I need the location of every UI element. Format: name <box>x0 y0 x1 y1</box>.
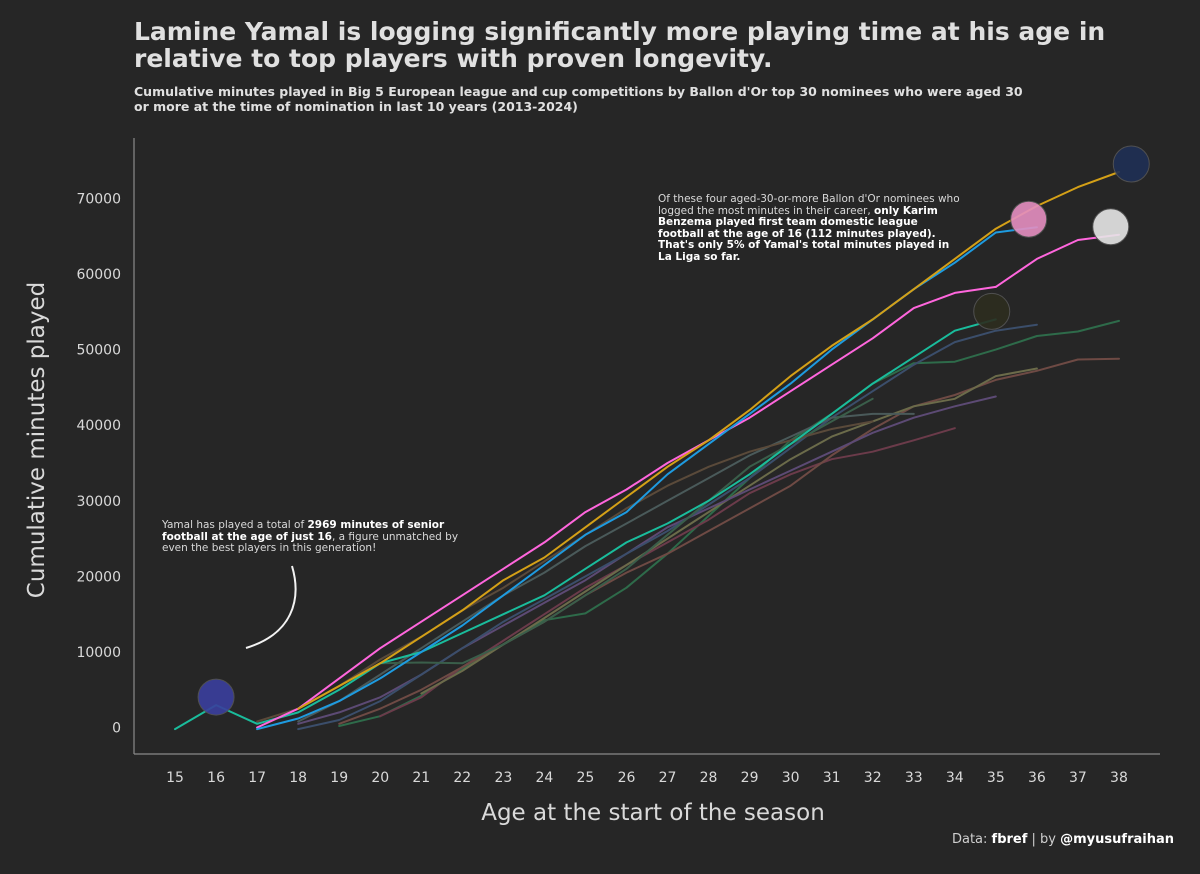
x-tick-label: 28 <box>700 770 718 786</box>
x-tick-label: 21 <box>412 770 430 786</box>
x-tick-label: 38 <box>1110 770 1128 786</box>
x-tick-label: 34 <box>946 770 964 786</box>
caption-source: fbref <box>991 832 1028 847</box>
x-tick-label: 26 <box>618 770 636 786</box>
chart-title: Lamine Yamal is logging significantly mo… <box>134 17 1106 73</box>
data-caption: Data: fbref | by @myusufraihan <box>952 832 1174 847</box>
benzema-annotation-bold: only Karim Benzema played first team dom… <box>658 204 950 263</box>
x-axis-label: Age at the start of the season <box>481 800 825 826</box>
x-tick-label: 18 <box>289 770 307 786</box>
yamal-player-marker <box>197 678 235 716</box>
series-line-2 <box>338 357 1120 725</box>
series-line-6 <box>297 412 915 723</box>
x-tick-label: 22 <box>453 770 471 786</box>
x-tick-label: 25 <box>577 770 595 786</box>
benzema-player-marker <box>973 292 1011 330</box>
yamal-annotation-pre: Yamal has played a total of <box>162 519 308 531</box>
x-tick-label: 30 <box>782 770 800 786</box>
y-tick-label: 0 <box>112 721 121 737</box>
yamal-annotation-bold: 2969 minutes of senior football at the a… <box>162 519 445 543</box>
x-tick-label: 29 <box>741 770 759 786</box>
x-tick-label: 35 <box>987 770 1005 786</box>
series-line-8 <box>256 420 874 723</box>
benzema-annotation: Of these four aged-30-or-more Ballon d'O… <box>658 193 960 263</box>
ronaldo-player-marker <box>1112 145 1150 183</box>
x-tick-label: 15 <box>166 770 184 786</box>
y-tick-label: 10000 <box>76 645 121 661</box>
y-tick-label: 70000 <box>76 191 121 207</box>
series-line-0 <box>338 319 1120 727</box>
y-axis-label: Cumulative minutes played <box>24 282 50 598</box>
series-line-13 <box>297 171 1120 710</box>
caption-separator: | by <box>1027 832 1061 847</box>
ramos-player-marker <box>1092 208 1130 246</box>
x-tick-label: 33 <box>905 770 923 786</box>
y-tick-label: 20000 <box>76 569 121 585</box>
caption-prefix: Data: <box>951 832 992 847</box>
benzema-annotation-pre: Of these four aged-30-or-more Ballon d'O… <box>658 193 960 217</box>
annotation-arrow <box>245 565 297 649</box>
series-line-7 <box>297 397 874 710</box>
x-tick-label: 37 <box>1069 770 1087 786</box>
series-line-9 <box>174 318 997 731</box>
series-line-5 <box>297 323 1038 731</box>
yamal-annotation: Yamal has played a total of 2969 minutes… <box>162 519 472 555</box>
x-tick-label: 32 <box>864 770 882 786</box>
y-tick-label: 30000 <box>76 494 121 510</box>
x-tick-label: 24 <box>535 770 553 786</box>
yamal-annotation-post: , a figure unmatched by even the best pl… <box>162 530 459 554</box>
x-tick-label: 23 <box>494 770 512 786</box>
messi-player-marker <box>1010 200 1048 238</box>
x-tick-label: 27 <box>659 770 677 786</box>
x-tick-label: 17 <box>248 770 266 786</box>
series-line-11 <box>994 233 1120 288</box>
x-tick-label: 19 <box>330 770 348 786</box>
y-tick-label: 40000 <box>76 418 121 434</box>
x-tick-label: 31 <box>823 770 841 786</box>
series-line-3 <box>420 367 1038 695</box>
series-line-10 <box>256 285 997 729</box>
x-tick-label: 36 <box>1028 770 1046 786</box>
caption-author: @myusufraihan <box>1060 832 1174 847</box>
y-tick-label: 60000 <box>76 267 121 283</box>
y-tick-label: 50000 <box>76 343 121 359</box>
series-line-1 <box>379 427 956 718</box>
x-tick-label: 20 <box>371 770 389 786</box>
chart-subtitle: Cumulative minutes played in Big 5 Europ… <box>134 84 1023 114</box>
x-tick-label: 16 <box>207 770 225 786</box>
